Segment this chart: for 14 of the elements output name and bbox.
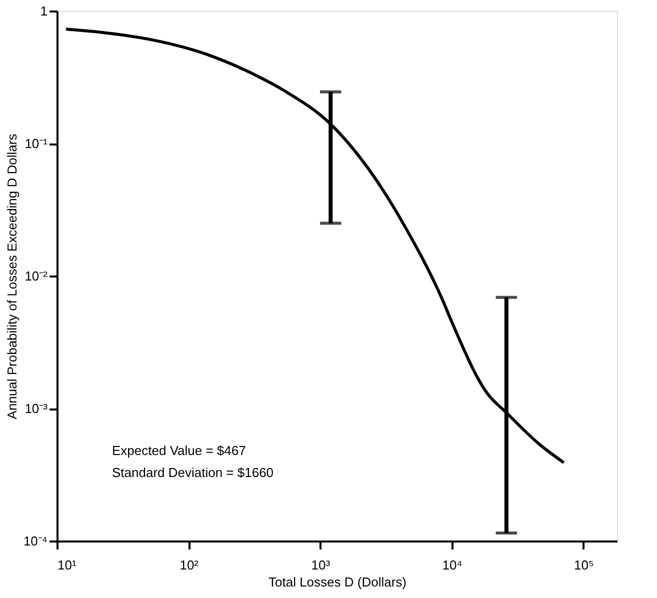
y-tick-label: 10⁻⁴: [23, 534, 48, 548]
y-tick-label: 10⁻³: [24, 401, 48, 416]
x-tick-label: 10⁵: [574, 558, 594, 572]
x-tick-label: 10²: [180, 558, 200, 572]
y-tick-label: 1: [40, 4, 48, 18]
x-tick-label: 10⁴: [442, 558, 462, 572]
x-axis-title: Total Losses D (Dollars): [268, 574, 406, 590]
annotation: Expected Value = $467: [112, 443, 246, 458]
y-tick-label: 10⁻²: [24, 268, 48, 284]
x-tick-label: 10¹: [58, 558, 77, 572]
y-tick-label: 10⁻¹: [24, 136, 48, 151]
annotation: Standard Deviation = $1660: [112, 465, 274, 480]
y-axis-title: Annual Probability of Losses Exceeding D Dollars: [4, 133, 20, 420]
x-tick-label: 10³: [311, 558, 331, 572]
